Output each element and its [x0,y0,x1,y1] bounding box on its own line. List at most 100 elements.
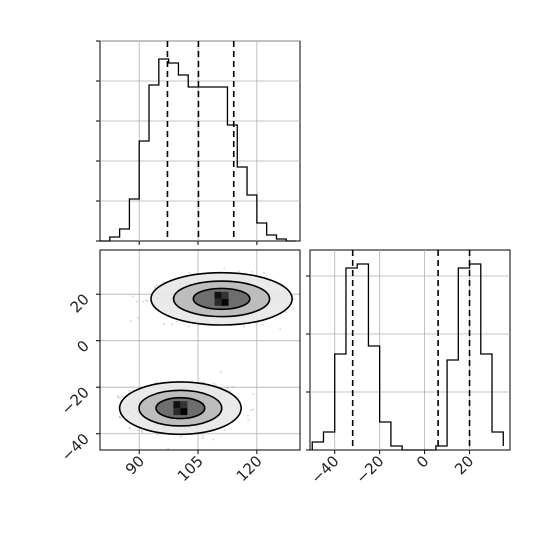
hist-x-bin-18 [276,239,286,241]
histogram-y-quantile-lines [351,250,471,450]
density-block-0-b [180,401,188,409]
scatter-point [156,433,159,436]
scatter-point [263,271,265,274]
density-block-0-a [173,401,181,409]
scatter-point [128,427,131,430]
scatter-point [145,299,148,302]
contour-1-0 [192,287,251,311]
scatter-point [156,284,158,286]
scatter-point [154,286,156,288]
scatter-2d-y-tick-labels: −40 −20 0 20 [58,290,93,465]
density-block-0-d [180,408,188,416]
scatter-point [142,301,145,303]
scatter-point [247,419,250,421]
hist-x-bin-3 [129,199,139,241]
scatter-point [119,396,122,399]
scatter-point [311,293,313,295]
density-block-1-b [221,291,229,299]
scatter-point [219,371,222,374]
scatter-point [136,300,138,303]
scatter-2d-density-blocks [119,272,293,435]
scatter-point [128,427,131,429]
hist-x-bin-13 [227,125,237,241]
scatter-point [232,386,234,389]
scatter-point [285,311,288,313]
scatter-ytick-label-3: 20 [67,290,93,316]
scatter-ytick-label-1: −20 [58,383,93,418]
scatter-point [261,323,264,326]
scatter-point [250,409,253,411]
hist-y-bin-13 [458,268,469,450]
scatter-point [279,328,282,330]
scatter-point [252,408,255,411]
hist-x-bin-7 [169,63,179,241]
hist-x-step-outline [100,58,297,242]
hist-y-bin-5 [368,346,379,450]
scatter-xtick-label-0: 90 [122,452,148,478]
scatter-xtick-label-2: 120 [233,452,266,485]
scatter-2d-panel: 90 105 120 −40 −20 0 20 [58,249,313,485]
scatter-point [118,416,121,419]
scatter-point [167,447,170,450]
hist-y-bin-15 [481,354,492,450]
scatter-ytick-label-2: 0 [73,337,92,356]
scatter-point [223,429,226,431]
hist-x-bin-1 [110,237,120,241]
scatter-point [142,451,144,453]
scatter-point [171,323,174,326]
contour-0-2 [118,381,242,436]
density-block-0-c [173,408,181,416]
scatter-2d-contours [118,271,293,436]
hist-y-xtick-label-0: −40 [307,452,342,487]
scatter-point [119,415,121,418]
hist-y-step-outline [311,263,504,451]
density-block-1-c [214,298,222,306]
scatter-point [132,295,135,298]
scatter-point [226,386,229,389]
scatter-point [302,299,304,301]
scatter-ytick-label-0: −40 [58,430,93,465]
hist-y-bin-4 [357,264,368,450]
scatter-point [136,429,139,432]
scatter-point [292,307,295,309]
scatter-point [137,317,139,319]
hist-x-bin-15 [247,195,257,241]
hist-x-bin-16 [257,223,267,241]
hist-y-bin-12 [447,360,458,450]
scatter-point [242,325,245,328]
hist-x-bin-12 [218,87,228,241]
hist-y-bin-1 [323,432,334,450]
contour-1-1 [172,280,271,318]
hist-y-bin-14 [470,264,481,450]
contour-0-1 [138,389,223,427]
scatter-2d-frame [99,249,301,451]
density-block-1-a [214,291,222,299]
scatter-point [146,300,149,302]
scatter-point [252,393,255,396]
scatter-point [212,438,215,441]
hist-x-bin-4 [139,141,149,241]
scatter-point [162,281,165,283]
histogram-x-ticks [96,40,258,245]
scatter-point [179,436,182,438]
scatter-2d-x-tick-labels: 90 105 120 [122,452,266,485]
hist-y-bin-6 [380,422,391,450]
scatter-point [202,434,204,437]
scatter-point [237,270,240,272]
hist-x-bin-9 [188,87,198,241]
hist-y-bin-11 [436,446,447,450]
hist-x-bin-10 [198,87,208,241]
contour-1-2 [150,271,293,326]
scatter-point [121,395,123,398]
scatter-2d-ticks [96,293,258,454]
histogram-y-ticks [306,275,471,454]
scatter-point [223,267,226,270]
hist-y-bin-3 [346,268,357,450]
hist-x-bin-5 [149,85,159,241]
scatter-point [175,320,178,323]
hist-x-bin-17 [267,235,277,241]
scatter-point [129,320,132,322]
hist-x-bin-14 [237,167,247,241]
density-block-1-d [221,298,229,306]
